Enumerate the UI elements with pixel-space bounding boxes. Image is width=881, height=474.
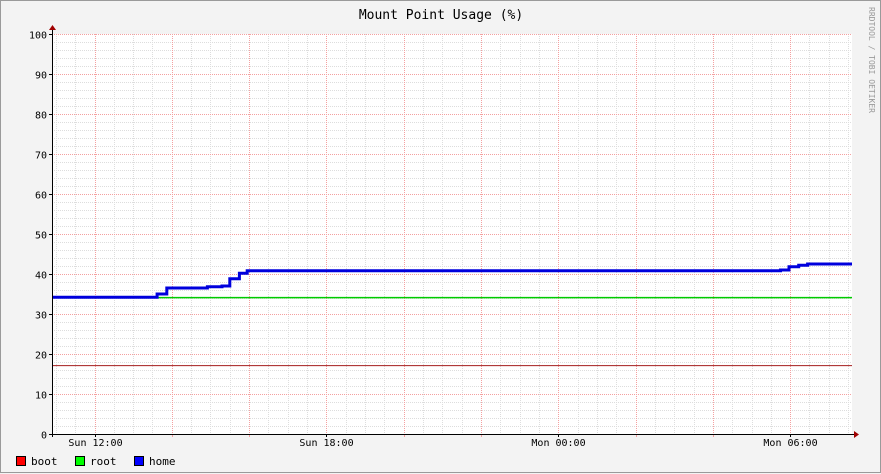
x-tick-label: Sun 18:00 (299, 438, 353, 449)
x-axis-arrow (854, 431, 859, 438)
series-layer (52, 262, 852, 367)
y-tick-label: 80 (35, 111, 47, 122)
y-tick-label: 30 (35, 311, 47, 322)
x-tick-label: Mon 06:00 (763, 438, 817, 449)
y-tick-label: 60 (35, 191, 47, 202)
y-tick-label: 70 (35, 151, 47, 162)
y-tick-label: 10 (35, 391, 47, 402)
legend-swatch-root (75, 456, 85, 466)
series-line-home (52, 262, 852, 299)
y-tick-label: 100 (29, 31, 47, 42)
legend-label-boot: boot (31, 455, 58, 468)
x-tick-label: Sun 12:00 (68, 438, 122, 449)
y-tick-label: 90 (35, 71, 47, 82)
chart-title: Mount Point Usage (%) (359, 8, 523, 23)
x-tick-label: Mon 00:00 (531, 438, 585, 449)
y-tick-label: 0 (41, 431, 47, 442)
y-tick-label: 50 (35, 231, 47, 242)
legend-label-root: root (90, 455, 117, 468)
y-axis-arrow (49, 25, 56, 30)
axis-layer: 0 10 20 30 40 50 60 70 80 90 100 Sun 12:00 Sun 18:00… (29, 25, 859, 449)
legend-swatch-boot (16, 456, 26, 466)
y-tick-label: 20 (35, 351, 47, 362)
y-tick-label: 40 (35, 271, 47, 282)
legend-label-home: home (149, 455, 176, 468)
legend-swatch-home (134, 456, 144, 466)
chart-watermark: RRDTOOL / TOBI OETIKER (867, 7, 876, 113)
grid-layer (52, 34, 852, 434)
legend: boot root home (16, 455, 176, 468)
